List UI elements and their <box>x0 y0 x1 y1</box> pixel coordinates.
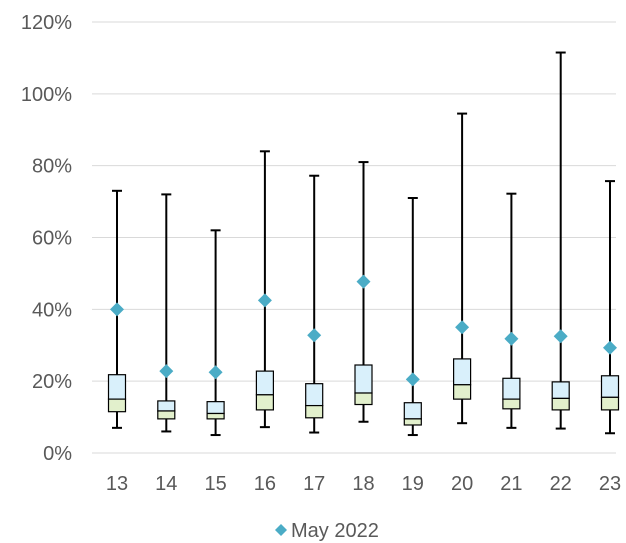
box-upper <box>600 375 620 398</box>
box-group-14 <box>157 193 176 433</box>
y-tick-label: 60% <box>32 228 72 250</box>
marker-point <box>159 364 174 379</box>
box-lower <box>453 384 472 400</box>
box-upper <box>453 358 472 386</box>
box-group-21 <box>502 192 521 429</box>
box-group-13 <box>107 189 127 429</box>
marker-point <box>405 372 420 387</box>
box-lower <box>403 418 422 426</box>
box-upper <box>305 383 324 407</box>
box-lower <box>206 412 225 420</box>
x-tick-label: 23 <box>599 473 621 495</box>
marker-point <box>257 293 272 308</box>
box-group-23 <box>600 180 620 435</box>
box-lower <box>600 396 620 411</box>
y-tick-label: 40% <box>32 299 72 321</box>
box-upper <box>551 381 570 400</box>
box-lower <box>551 397 570 411</box>
box-upper <box>157 400 176 412</box>
box-lower <box>255 394 274 411</box>
y-tick-label: 100% <box>21 84 72 106</box>
x-tick-label: 14 <box>155 473 177 495</box>
marker-point <box>110 302 124 317</box>
y-tick-label: 120% <box>21 12 72 34</box>
box-upper <box>403 402 422 420</box>
gridlines <box>92 21 616 454</box>
x-tick-label: 18 <box>352 473 374 495</box>
marker-point <box>455 320 470 335</box>
box-group-22 <box>551 51 570 430</box>
legend: May 2022 <box>275 520 379 542</box>
box-group-17 <box>305 174 324 434</box>
marker-point <box>356 274 371 289</box>
y-tick-label: 0% <box>43 443 72 465</box>
marker-point <box>603 340 617 355</box>
legend-marker-may-2022 <box>275 524 287 536</box>
marker-point <box>307 328 322 343</box>
box-group-18 <box>354 161 373 423</box>
box-group-16 <box>255 150 274 429</box>
box-group-19 <box>403 196 422 437</box>
y-axis-tick-labels: 0% 20% 40% 60% 80% 100% 120% <box>21 12 72 465</box>
box-upper <box>354 364 373 394</box>
x-tick-label: 19 <box>402 473 424 495</box>
box-lower <box>354 392 373 406</box>
marker-point <box>208 365 223 380</box>
marker-point <box>504 331 519 346</box>
box-lower <box>107 398 127 413</box>
box-lower <box>305 404 324 419</box>
box-series <box>107 51 620 437</box>
x-tick-label: 16 <box>254 473 276 495</box>
box-upper <box>206 401 225 415</box>
x-tick-label: 22 <box>550 473 572 495</box>
x-tick-label: 17 <box>303 473 325 495</box>
box-lower <box>502 398 521 410</box>
legend-label-may-2022: May 2022 <box>291 520 379 542</box>
box-upper <box>255 370 274 396</box>
marker-point <box>553 329 568 344</box>
may-2022-series <box>110 274 617 387</box>
x-tick-label: 15 <box>204 473 226 495</box>
box-group-20 <box>453 112 472 425</box>
box-upper <box>502 377 521 400</box>
box-group-15 <box>206 229 225 437</box>
box-lower <box>157 410 176 420</box>
x-tick-label: 21 <box>500 473 522 495</box>
x-tick-label: 13 <box>106 473 128 495</box>
x-axis-tick-labels: 13 14 15 16 17 18 19 20 21 22 23 <box>106 473 621 495</box>
box-upper <box>107 374 127 400</box>
y-tick-label: 80% <box>32 156 72 178</box>
x-tick-label: 20 <box>451 473 473 495</box>
y-tick-label: 20% <box>32 371 72 393</box>
